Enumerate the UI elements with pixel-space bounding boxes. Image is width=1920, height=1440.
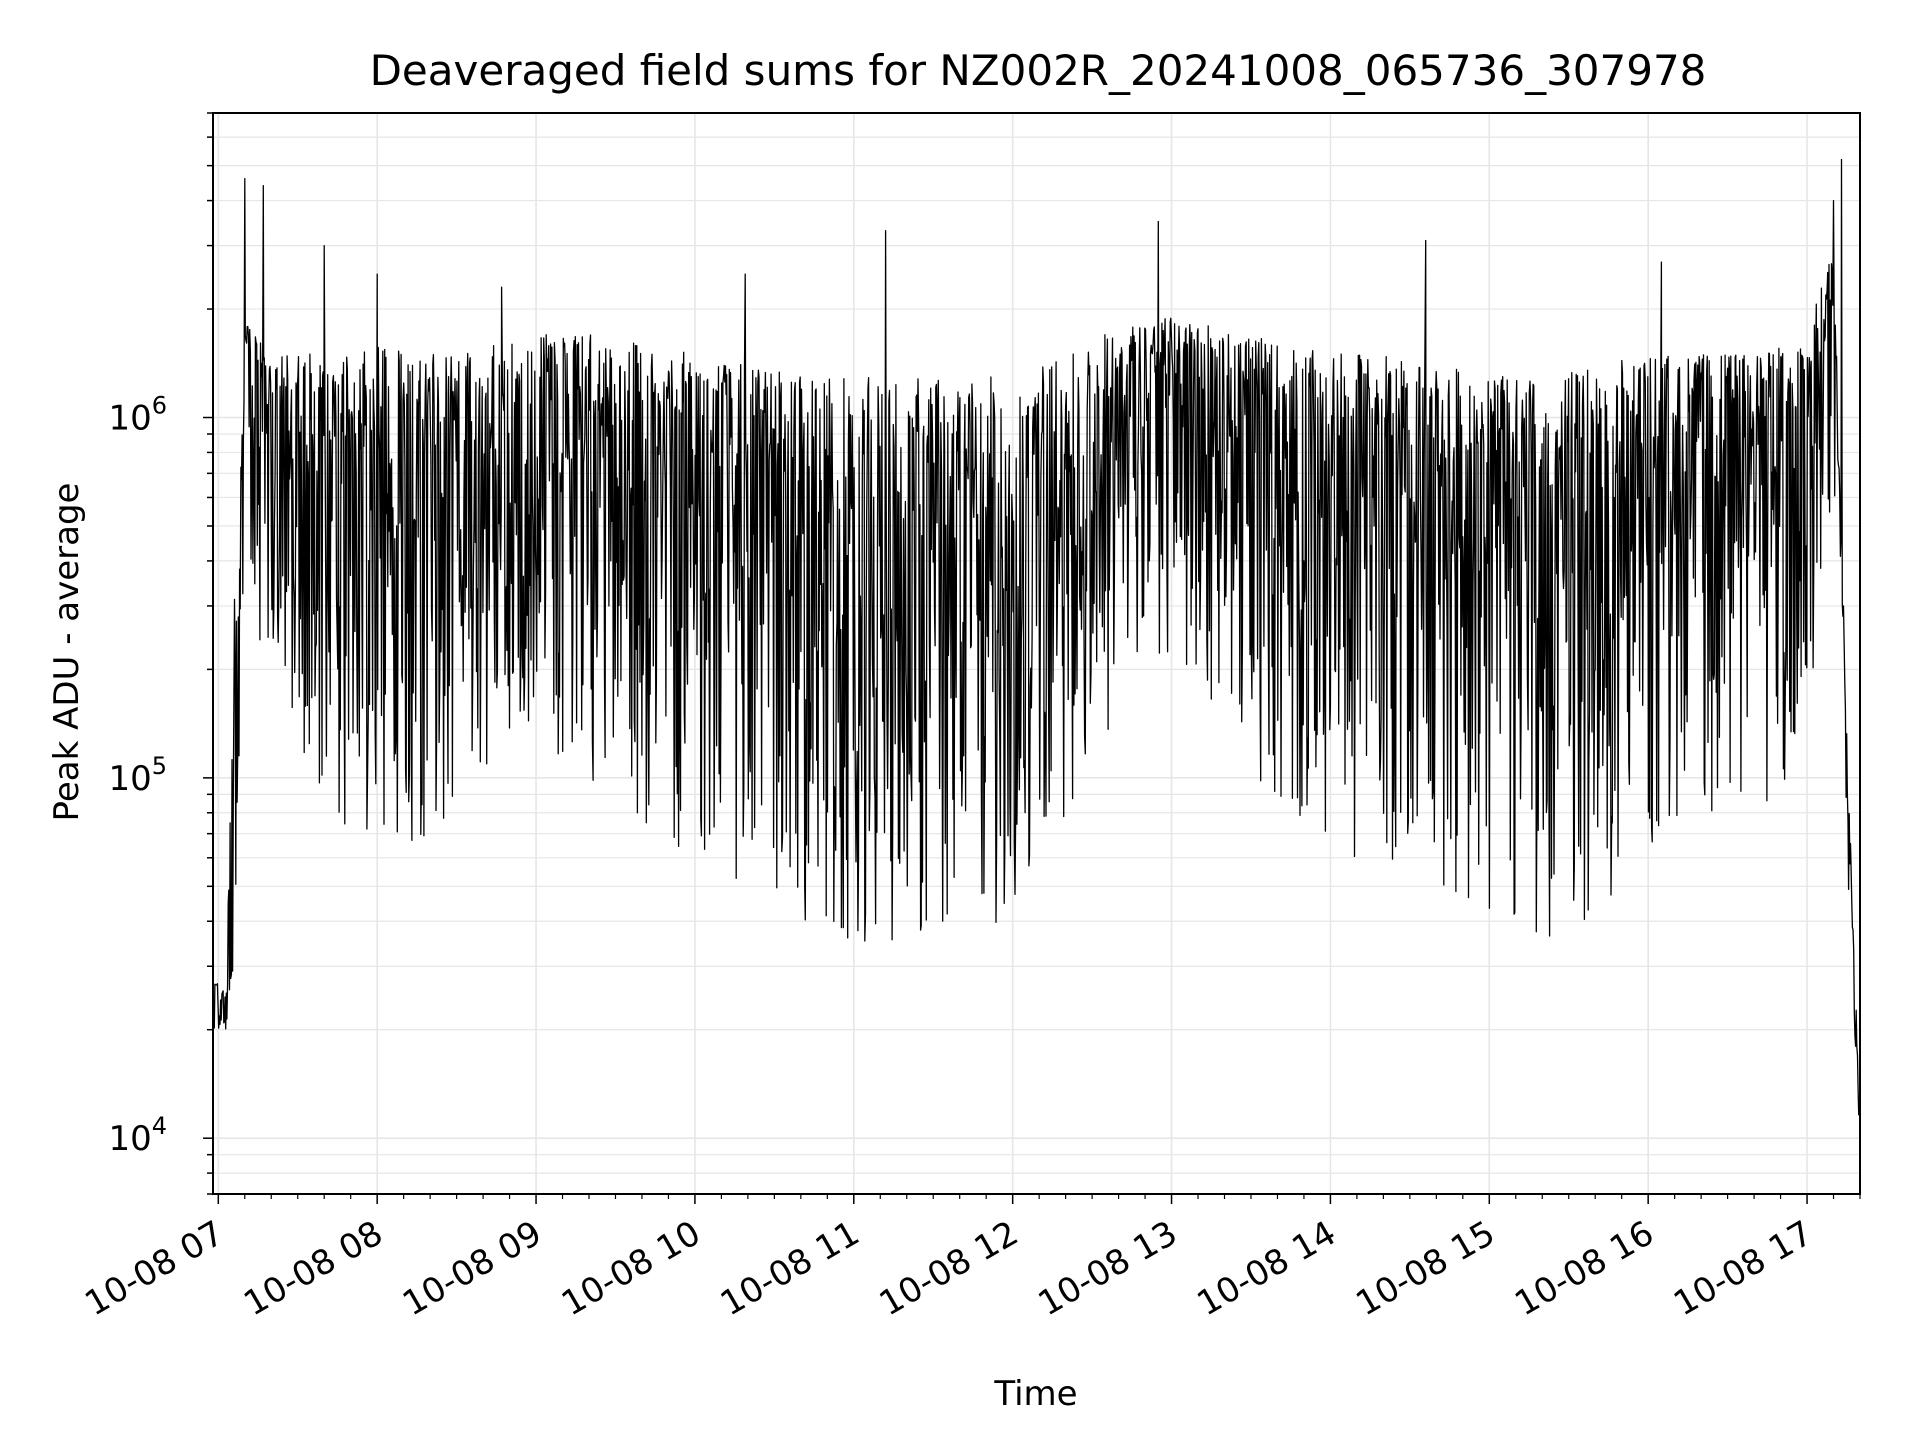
chart-title: Deaveraged field sums for NZ002R_2024100… [370, 46, 1707, 95]
y-tick-label: 106 [108, 392, 167, 439]
plot-frame [212, 112, 1861, 1195]
y-axis: 104 105 106 [108, 112, 213, 1195]
y-tick-label: 104 [108, 1112, 167, 1159]
y-tick-label: 105 [108, 752, 167, 799]
series-line [212, 158, 1861, 1125]
y-axis-title: Peak ADU - average [47, 483, 87, 822]
x-axis-title: Time [993, 1374, 1077, 1414]
